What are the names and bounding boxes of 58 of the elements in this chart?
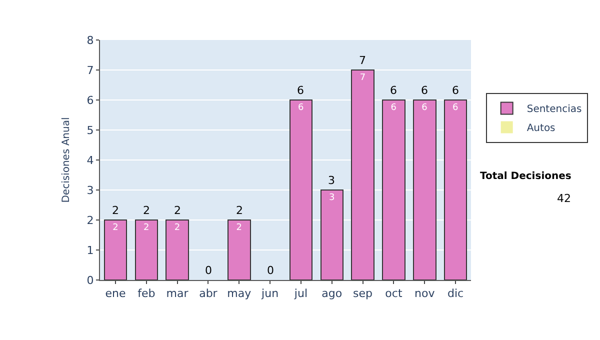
data-label: 7 (360, 73, 366, 83)
data-label: 6 (298, 103, 304, 113)
bar (166, 220, 189, 280)
bar (134, 220, 158, 280)
total-label: 6 (452, 84, 459, 97)
data-label: 6 (390, 103, 397, 113)
total-label: 7 (359, 54, 366, 67)
y-axis-title: Decisiones Anual (60, 117, 72, 203)
total-label: 6 (297, 84, 304, 97)
data-label: 2 (112, 223, 118, 233)
legend-label: Sentencias (526, 104, 582, 116)
total-label: 2 (143, 204, 150, 217)
x-tick-label: may (227, 287, 252, 300)
bar (413, 100, 436, 280)
x-tick-label: mar (166, 287, 189, 300)
x-tick-label: nov (414, 287, 436, 300)
y-tick-label: 5 (86, 124, 94, 137)
y-tick-label: 2 (86, 214, 94, 227)
text: Total Decisiones (480, 171, 572, 182)
total-label: 6 (390, 84, 397, 97)
bar (289, 100, 313, 280)
data-label: 2 (174, 223, 180, 233)
x-tick-label: feb (138, 287, 156, 300)
legend-label: Autos (526, 123, 556, 134)
x-tick-label: jun (260, 287, 279, 300)
total-label: 6 (421, 84, 428, 97)
text: 42 (557, 192, 571, 205)
data-label: 2 (144, 223, 150, 233)
y-tick-label: 0 (86, 274, 94, 287)
x-tick-label: ene (105, 287, 126, 300)
total-label: 3 (328, 174, 335, 187)
x-tick-label: abr (199, 287, 218, 300)
x-tick-label: sep (353, 287, 373, 300)
data-label: 2 (236, 223, 242, 233)
bar (351, 70, 374, 280)
bar (382, 100, 406, 280)
y-tick-label: 6 (86, 94, 94, 107)
y-tick-label: 4 (86, 154, 94, 167)
y-tick-label: 8 (86, 34, 94, 47)
y-tick-label: 3 (86, 184, 94, 197)
x-tick-label: dic (447, 287, 464, 300)
total-label: 2 (174, 204, 181, 217)
total-label: 0 (267, 264, 274, 277)
y-tick-label: 1 (86, 244, 94, 257)
total-label: 2 (112, 204, 119, 217)
y-tick-label: 7 (86, 64, 94, 77)
bar (444, 100, 468, 280)
data-label: 3 (329, 193, 335, 203)
bar (320, 190, 344, 280)
x-tick-label: ago (322, 287, 342, 300)
bar (104, 220, 128, 280)
x-tick-label: jul (293, 287, 308, 300)
total-label: 2 (236, 204, 243, 217)
x-tick-label: oct (385, 287, 403, 300)
data-label: 6 (422, 103, 428, 113)
bar (228, 220, 251, 280)
data-label: 6 (452, 103, 459, 113)
total-label: 0 (205, 264, 212, 277)
